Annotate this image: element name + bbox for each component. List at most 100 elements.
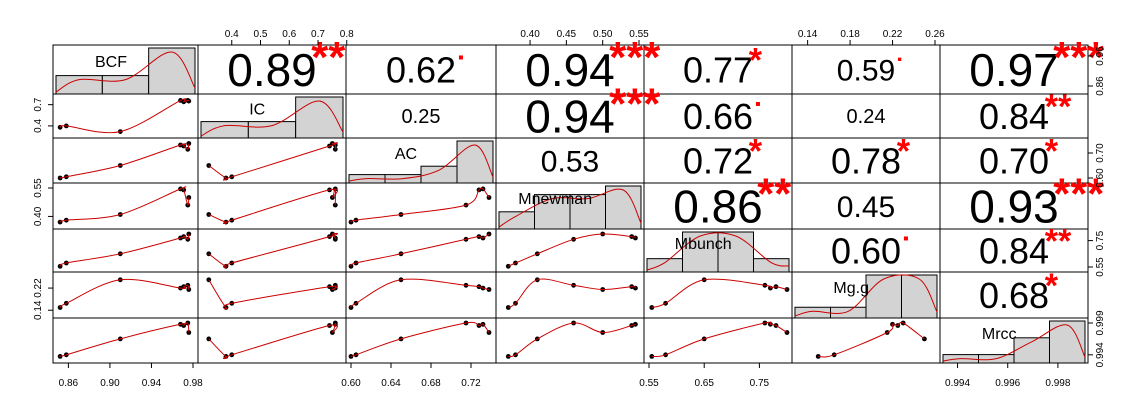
- tick-label-bottom-AC: 0.72: [461, 378, 481, 389]
- variable-label-AC: AC: [395, 146, 417, 163]
- variable-label-IC: IC: [249, 102, 265, 119]
- significance-stars-0-3: ***: [609, 33, 660, 82]
- panel-frame-3-1: [197, 182, 347, 230]
- tick-label-top-Mnewman: 0.45: [557, 29, 577, 40]
- correlation-value-1-5: 0.24: [847, 106, 886, 128]
- tick-label-right-BCF: 0.86: [1095, 76, 1106, 96]
- histogram-bar-Mbunch-2: [717, 231, 754, 273]
- significance-stars-3-4: **: [757, 169, 791, 218]
- correlation-value-3-5: 0.45: [837, 191, 895, 224]
- tick-label-right-Mbunch: 0.75: [1095, 230, 1106, 250]
- panel-frame-4-2: [345, 228, 497, 273]
- tick-label-bottom-BCF: 0.86: [59, 378, 79, 389]
- panel-frame-2-1: [197, 137, 347, 184]
- panel-frame-6-5: [791, 317, 941, 364]
- panel-frame-6-3: [495, 317, 645, 364]
- scatter-point: [186, 195, 192, 200]
- correlation-value-2-5: 0.78: [831, 140, 901, 181]
- tick-label-top-IC: 0.7: [311, 29, 325, 40]
- smooth-line: [59, 143, 190, 179]
- smooth-line: [350, 187, 490, 223]
- panel-frame-1-0: [52, 93, 199, 139]
- density-curve-Mg.g: [794, 274, 938, 317]
- panel-frame-6-1: [197, 317, 347, 364]
- smooth-line: [59, 233, 190, 267]
- significance-stars-0-6: ***: [1053, 33, 1104, 82]
- tick-label-bottom-Mbunch: 0.75: [750, 378, 770, 389]
- scatter-panel-Mg.g-vs-Mnewman: [505, 277, 638, 310]
- significance-stars-0-1: **: [311, 33, 345, 82]
- smooth-line: [208, 188, 339, 225]
- tick-label-right-BCF: 0.96: [1095, 46, 1106, 66]
- scatter-panel-Mrcc-vs-AC: [348, 320, 492, 359]
- tick-label-left-Mnewman: 0.55: [33, 178, 44, 198]
- smooth-line: [59, 98, 190, 134]
- tick-label-left-Mg.g: 0.22: [33, 278, 44, 298]
- tick-label-top-Mnewman: 0.40: [520, 29, 540, 40]
- scatter-point: [186, 287, 192, 292]
- panel-frame-2-0: [52, 137, 199, 184]
- correlation-value-5-6: 0.68: [979, 275, 1049, 316]
- significance-stars-1-6: **: [1045, 88, 1072, 126]
- density-curve-Mrcc: [942, 324, 1086, 362]
- scatter-panel-IC-vs-BCF: [57, 98, 192, 135]
- panel-frame-3-0: [52, 182, 199, 230]
- correlation-value-2-4: 0.72: [683, 140, 753, 181]
- histogram-bar-Mnewman-1: [534, 194, 571, 230]
- significance-stars-5-6: *: [1045, 267, 1059, 305]
- scatter-point: [186, 231, 192, 237]
- histogram-bar-Mg.g-1: [830, 306, 867, 319]
- significance-stars-1-3: ***: [609, 79, 660, 128]
- scatter-panel-Mbunch-vs-IC: [206, 231, 339, 269]
- scatter-panel-Mrcc-vs-IC: [206, 320, 339, 360]
- panel-frame-5-0: [52, 271, 199, 319]
- correlation-value-0-3: 0.94: [525, 44, 615, 96]
- smooth-line: [508, 233, 636, 267]
- tick-label-top-Mnewman: 0.55: [629, 29, 649, 40]
- tick-label-bottom-AC: 0.60: [341, 378, 361, 389]
- smooth-line: [651, 278, 788, 308]
- scatter-panel-Mg.g-vs-IC: [206, 277, 339, 310]
- panel-frame-4-0: [52, 228, 199, 273]
- variable-label-Mg.g: Mg.g: [833, 280, 869, 297]
- scatter-panel-Mg.g-vs-Mbunch: [649, 277, 790, 310]
- tick-label-bottom-BCF: 0.90: [100, 378, 120, 389]
- density-curve-Mnewman: [498, 188, 642, 228]
- smooth-line: [208, 142, 339, 181]
- smooth-line: [651, 321, 788, 358]
- tick-label-bottom-Mrcc: 0.996: [995, 378, 1020, 389]
- panel-frame-5-3: [495, 271, 645, 319]
- scatter-panel-Mnewman-vs-BCF: [57, 186, 192, 225]
- scatter-point: [649, 354, 655, 359]
- tick-label-left-IC: 0.4: [33, 119, 44, 133]
- correlation-value-0-5: 0.59: [837, 54, 895, 87]
- histogram-bar-BCF-1: [101, 75, 150, 95]
- histogram-bar-IC-1: [247, 121, 297, 139]
- tick-label-bottom-Mrcc: 0.998: [1045, 378, 1070, 389]
- scatter-panel-Mg.g-vs-BCF: [57, 277, 192, 310]
- scatter-panel-Mbunch-vs-AC: [348, 231, 492, 269]
- scatter-panel-Mnewman-vs-AC: [348, 186, 492, 225]
- tick-label-right-AC: 0.70: [1095, 143, 1106, 163]
- scatter-panel-Mrcc-vs-Mg.g: [815, 320, 927, 359]
- correlation-value-2-3: 0.53: [541, 145, 599, 178]
- smooth-line: [350, 278, 490, 308]
- tick-label-bottom-BCF: 0.98: [183, 378, 203, 389]
- correlation-value-1-4: 0.66: [683, 96, 753, 137]
- histogram-bar-IC-0: [200, 121, 249, 139]
- scatter-panel-Mbunch-vs-Mnewman: [505, 231, 638, 269]
- significance-stars-2-5: *: [897, 132, 911, 170]
- smooth-line: [208, 322, 339, 360]
- tick-label-bottom-BCF: 0.94: [142, 378, 162, 389]
- panel-frame-5-1: [197, 271, 347, 319]
- tick-label-right-AC: 0.60: [1095, 168, 1106, 188]
- correlation-value-0-2: 0.62: [386, 49, 456, 90]
- histogram-bar-BCF-0: [55, 75, 103, 95]
- significance-stars-1-4: ▪: [755, 95, 761, 113]
- tick-label-bottom-Mbunch: 0.65: [694, 378, 714, 389]
- correlation-value-4-6: 0.84: [979, 230, 1049, 271]
- significance-stars-2-6: *: [1045, 132, 1059, 170]
- smooth-line: [350, 321, 490, 358]
- smooth-line: [59, 186, 190, 223]
